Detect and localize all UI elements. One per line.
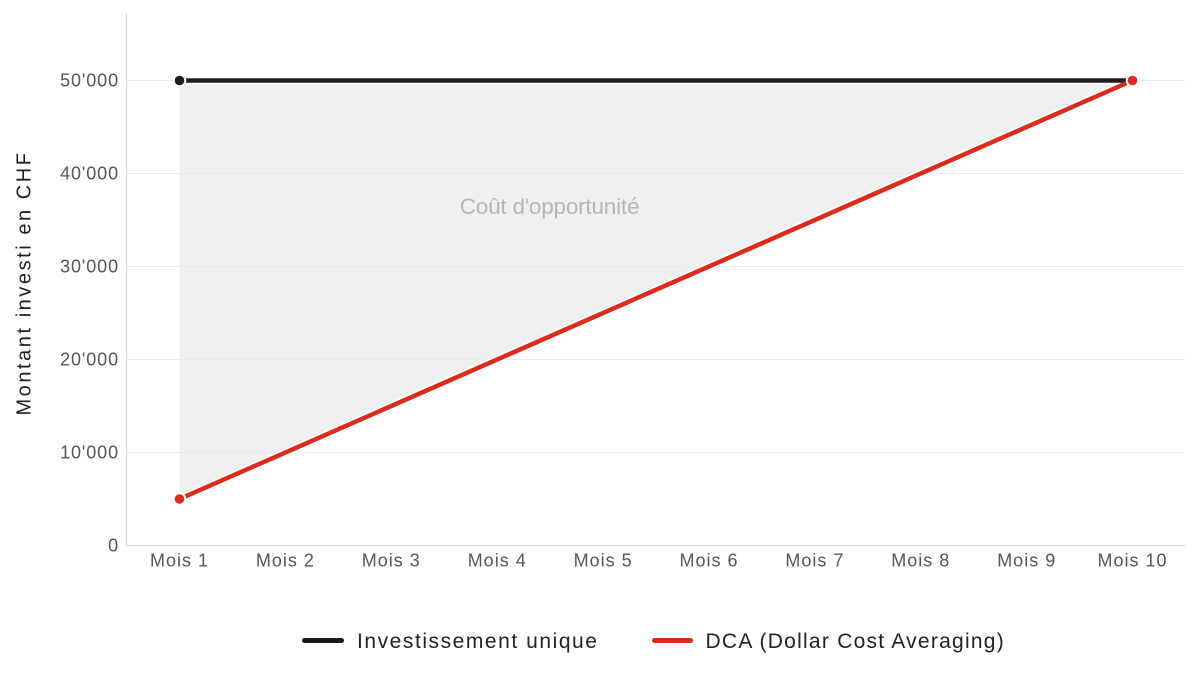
svg-text:40'000: 40'000 bbox=[60, 164, 119, 184]
svg-text:DCA (Dollar Cost Averaging): DCA (Dollar Cost Averaging) bbox=[706, 630, 1005, 653]
svg-text:Mois 3: Mois 3 bbox=[362, 551, 421, 571]
svg-text:0: 0 bbox=[108, 536, 119, 556]
svg-text:Mois 10: Mois 10 bbox=[1097, 551, 1167, 571]
svg-text:30'000: 30'000 bbox=[60, 257, 119, 277]
svg-text:Investissement unique: Investissement unique bbox=[357, 630, 599, 653]
svg-text:20'000: 20'000 bbox=[60, 350, 119, 370]
svg-text:10'000: 10'000 bbox=[60, 443, 119, 463]
svg-text:Mois 8: Mois 8 bbox=[891, 551, 950, 571]
svg-text:Montant investi en CHF: Montant investi en CHF bbox=[14, 150, 36, 415]
svg-text:Mois 4: Mois 4 bbox=[468, 551, 527, 571]
svg-text:Mois 9: Mois 9 bbox=[997, 551, 1056, 571]
svg-text:Mois 2: Mois 2 bbox=[256, 551, 315, 571]
svg-text:Coût d'opportunité: Coût d'opportunité bbox=[460, 194, 640, 219]
svg-text:Mois 1: Mois 1 bbox=[150, 551, 209, 571]
svg-text:Mois 7: Mois 7 bbox=[785, 551, 844, 571]
svg-text:Mois 6: Mois 6 bbox=[679, 551, 738, 571]
svg-text:Mois 5: Mois 5 bbox=[574, 551, 633, 571]
svg-text:50'000: 50'000 bbox=[60, 71, 119, 91]
